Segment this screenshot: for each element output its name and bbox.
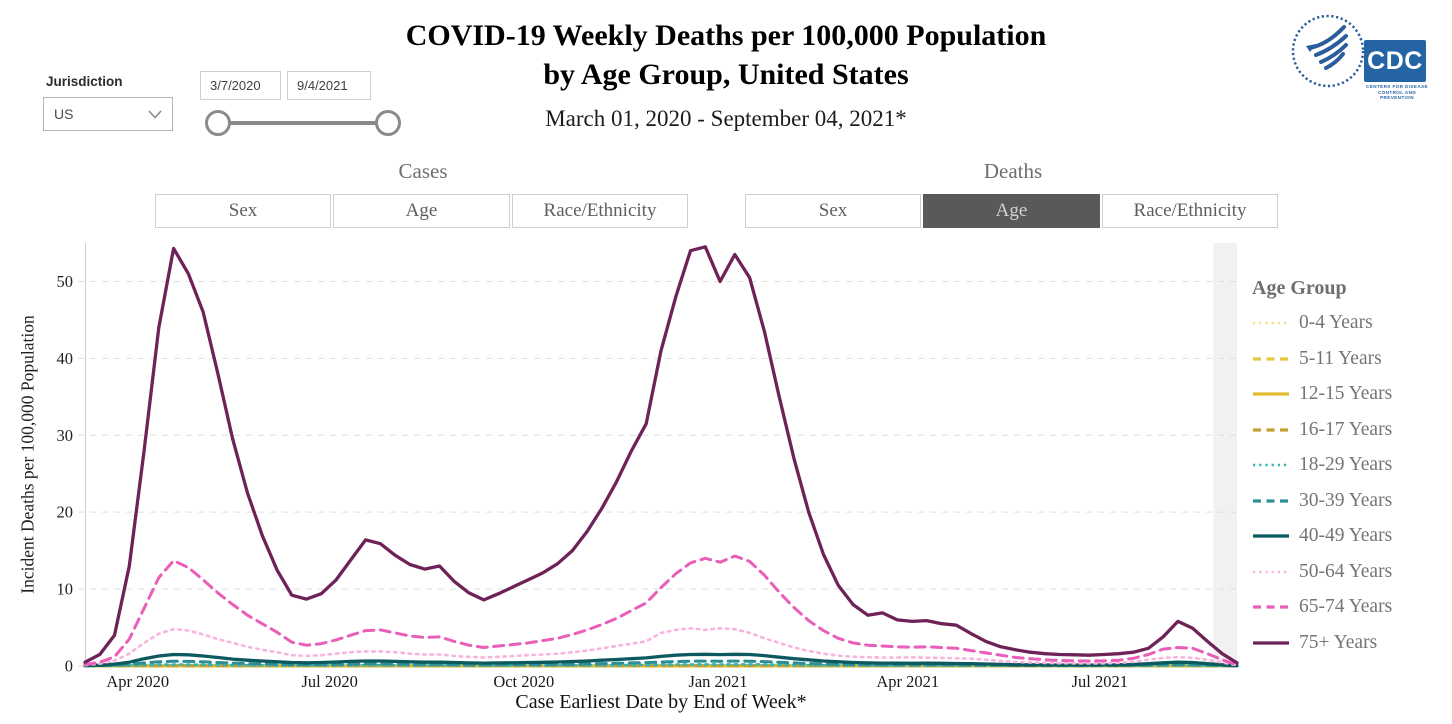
jurisdiction-dropdown[interactable]: US [43, 97, 173, 131]
cases-tab-group: Sex Age Race/Ethnicity [155, 194, 688, 228]
svg-text:Jan 2021: Jan 2021 [688, 672, 747, 691]
svg-text:Apr 2020: Apr 2020 [106, 672, 169, 691]
svg-text:50: 50 [57, 272, 74, 291]
svg-text:Jul 2020: Jul 2020 [302, 672, 358, 691]
cdc-logo-text: CDC [1364, 40, 1426, 82]
legend-swatch [1253, 427, 1289, 432]
legend-swatch [1253, 498, 1289, 503]
cdc-logo: CDC CENTERS FOR DISEASE CONTROL AND PREV… [1364, 40, 1430, 100]
svg-text:Apr 2021: Apr 2021 [876, 672, 939, 691]
end-date-input[interactable]: 9/4/2021 [287, 71, 371, 100]
series-line-75-years [83, 245, 1239, 665]
deaths-race-ethnicity-button[interactable]: Race/Ethnicity [1102, 194, 1278, 228]
legend-swatch [1253, 321, 1289, 325]
series-line-40-49-years [83, 652, 1239, 668]
header: COVID-19 Weekly Deaths per 100,000 Popul… [0, 16, 1452, 132]
chart-legend: Age Group 0-4 Years 5-11 Years 12-15 Years… [1252, 277, 1452, 667]
legend-item-12-15-years[interactable]: 12-15 Years [1252, 383, 1452, 405]
cases-sex-button[interactable]: Sex [155, 194, 331, 228]
deaths-tab-group: Sex Age Race/Ethnicity [745, 194, 1278, 228]
legend-label: 50-64 Years [1299, 560, 1393, 582]
slider-handle-start[interactable] [205, 110, 231, 136]
svg-text:Oct 2020: Oct 2020 [493, 672, 554, 691]
deaths-group-label: Deaths [983, 159, 1043, 183]
x-axis-title: Case Earliest Date by End of Week* [515, 691, 807, 713]
legend-swatch [1253, 392, 1289, 396]
svg-text:30: 30 [57, 426, 74, 445]
hhs-logo [1291, 14, 1365, 88]
legend-swatch [1253, 640, 1289, 645]
legend-swatch [1253, 356, 1289, 361]
series-line-50-64-years [83, 627, 1239, 667]
legend-swatch [1253, 534, 1289, 538]
legend-item-40-49-years[interactable]: 40-49 Years [1252, 525, 1452, 547]
svg-text:10: 10 [57, 580, 74, 599]
legend-label: 40-49 Years [1299, 525, 1393, 546]
legend-label: 0-4 Years [1299, 312, 1373, 333]
page-title-line2: by Age Group, United States [543, 58, 909, 91]
cdc-tagline-line1: CENTERS FOR DISEASE [1366, 83, 1428, 89]
legend-item-75-years[interactable]: 75+ Years [1252, 632, 1452, 654]
legend-swatch [1253, 605, 1289, 609]
cases-age-button[interactable]: Age [333, 194, 510, 228]
cases-group-label: Cases [398, 159, 448, 183]
jurisdiction-value: US [54, 106, 74, 122]
page-title-line1: COVID-19 Weekly Deaths per 100,000 Popul… [405, 19, 1047, 52]
legend-item-16-17-years[interactable]: 16-17 Years [1252, 419, 1452, 441]
legend-title: Age Group [1252, 277, 1347, 299]
start-date-input[interactable]: 3/7/2020 [200, 71, 281, 100]
series-line-65-74-years [83, 554, 1239, 667]
legend-label: 75+ Years [1299, 631, 1378, 653]
svg-text:0: 0 [65, 657, 73, 676]
jurisdiction-label: Jurisdiction [46, 74, 123, 89]
svg-text:40: 40 [57, 349, 74, 368]
legend-label: 30-39 Years [1299, 489, 1393, 511]
legend-item-18-29-years[interactable]: 18-29 Years [1252, 454, 1452, 476]
legend-label: 5-11 Years [1299, 347, 1382, 369]
svg-text:20: 20 [57, 503, 74, 522]
legend-label: 16-17 Years [1299, 418, 1393, 440]
chevron-down-icon [148, 109, 162, 119]
legend-label: 18-29 Years [1299, 454, 1393, 475]
deaths-age-button[interactable]: Age [923, 194, 1100, 228]
legend-label: 12-15 Years [1299, 383, 1393, 404]
legend-swatch [1253, 570, 1289, 573]
legend-swatch [1253, 463, 1289, 467]
date-range-subtitle: March 01, 2020 - September 04, 2021* [545, 106, 907, 131]
svg-text:Jul 2021: Jul 2021 [1072, 672, 1128, 691]
legend-item-50-64-years[interactable]: 50-64 Years [1252, 561, 1452, 583]
legend-item-5-11-years[interactable]: 5-11 Years [1252, 348, 1452, 370]
y-axis-title: Incident Deaths per 100,000 Population [17, 315, 38, 594]
legend-item-65-74-years[interactable]: 65-74 Years [1252, 596, 1452, 618]
legend-item-0-4-years[interactable]: 0-4 Years [1252, 312, 1452, 334]
slider-handle-end[interactable] [375, 110, 401, 136]
cases-race-ethnicity-button[interactable]: Race/Ethnicity [512, 194, 688, 228]
legend-label: 65-74 Years [1299, 596, 1393, 617]
deaths-sex-button[interactable]: Sex [745, 194, 921, 228]
legend-item-30-39-years[interactable]: 30-39 Years [1252, 490, 1452, 512]
date-range-slider[interactable] [218, 121, 388, 125]
legend-items: 0-4 Years 5-11 Years 12-15 Years 16-17 Year… [1252, 312, 1452, 654]
cdc-tagline-line2: CONTROL AND PREVENTION [1377, 90, 1417, 100]
